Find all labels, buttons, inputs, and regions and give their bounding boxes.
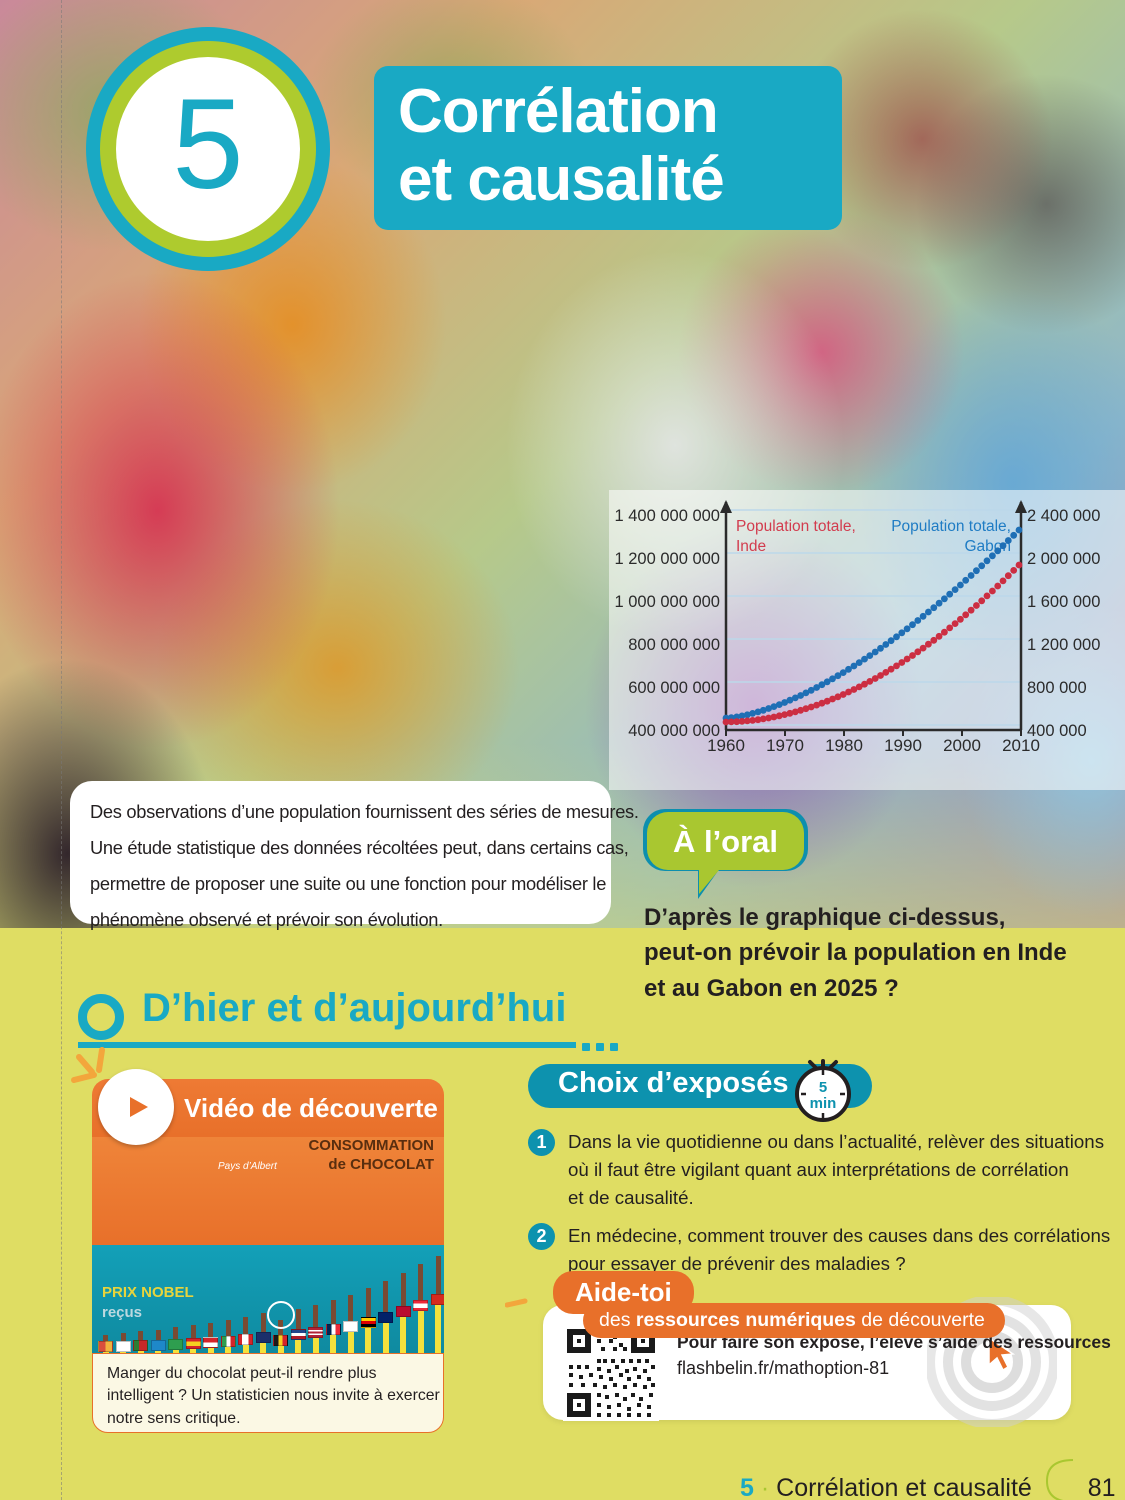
svg-text:2 000 000: 2 000 000: [1027, 550, 1100, 568]
svg-text:1 200 000: 1 200 000: [1027, 636, 1100, 654]
svg-text:1 400 000 000: 1 400 000 000: [614, 507, 720, 525]
svg-text:Population totale,: Population totale,: [736, 518, 856, 535]
svg-text:2000: 2000: [943, 736, 981, 755]
svg-text:1 600 000: 1 600 000: [1027, 593, 1100, 611]
svg-text:600 000 000: 600 000 000: [628, 679, 720, 697]
svg-text:1 000 000 000: 1 000 000 000: [614, 593, 720, 611]
svg-text:2 400 000: 2 400 000: [1027, 507, 1100, 525]
svg-text:Population totale,: Population totale,: [891, 518, 1011, 535]
svg-text:1970: 1970: [766, 736, 804, 755]
svg-text:Inde: Inde: [736, 538, 766, 555]
svg-text:1990: 1990: [884, 736, 922, 755]
svg-text:400 000: 400 000: [1027, 722, 1087, 740]
svg-text:800 000 000: 800 000 000: [628, 636, 720, 654]
svg-text:1 200 000 000: 1 200 000 000: [614, 550, 720, 568]
svg-text:800 000: 800 000: [1027, 679, 1087, 697]
svg-text:1980: 1980: [825, 736, 863, 755]
svg-text:400 000 000: 400 000 000: [628, 722, 720, 740]
